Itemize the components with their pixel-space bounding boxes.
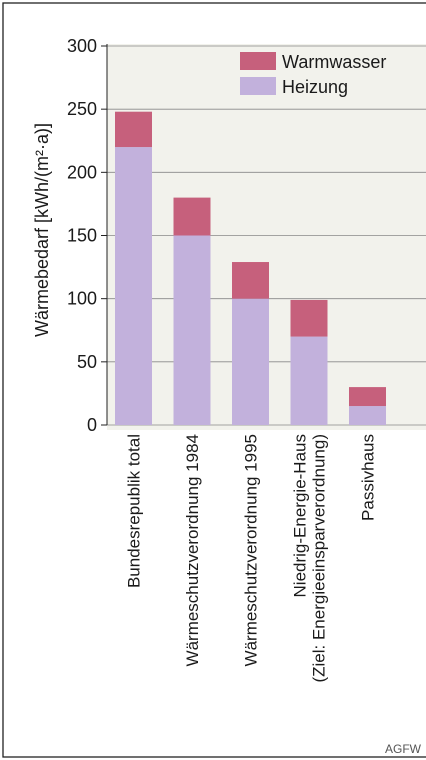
- source-label: AGFW: [385, 742, 422, 756]
- bar-segment-warmwasser: [232, 262, 269, 299]
- bar-segment-heizung: [115, 147, 152, 425]
- legend-label-heizung: Heizung: [282, 77, 348, 97]
- y-tick-label: 100: [67, 289, 97, 309]
- x-tick-label: Wärmeschutzverordnung 1984: [183, 434, 202, 666]
- bar-segment-heizung: [232, 299, 269, 425]
- y-axis-label: Wärmebedarf [kWh/(m²·a)]: [32, 123, 52, 337]
- y-tick-label: 50: [77, 352, 97, 372]
- bar-segment-warmwasser: [349, 387, 386, 406]
- bar-segment-warmwasser: [115, 112, 152, 147]
- x-tick-label: Bundesrepublik total: [125, 434, 144, 588]
- x-tick-label: Wärmeschutzverordnung 1995: [242, 434, 261, 666]
- bar-segment-heizung: [291, 337, 328, 425]
- bar-segment-warmwasser: [174, 198, 211, 236]
- y-tick-label: 0: [87, 415, 97, 435]
- bar-segment-heizung: [349, 406, 386, 425]
- x-tick-label: Passivhaus: [359, 434, 378, 521]
- legend-label-warmwasser: Warmwasser: [282, 52, 386, 72]
- y-tick-label: 250: [67, 99, 97, 119]
- bar-segment-heizung: [174, 236, 211, 426]
- y-tick-label: 150: [67, 226, 97, 246]
- y-tick-label: 300: [67, 36, 97, 56]
- legend-swatch-heizung: [240, 77, 276, 95]
- legend-swatch-warmwasser: [240, 52, 276, 70]
- bar-segment-warmwasser: [291, 300, 328, 337]
- y-tick-label: 200: [67, 162, 97, 182]
